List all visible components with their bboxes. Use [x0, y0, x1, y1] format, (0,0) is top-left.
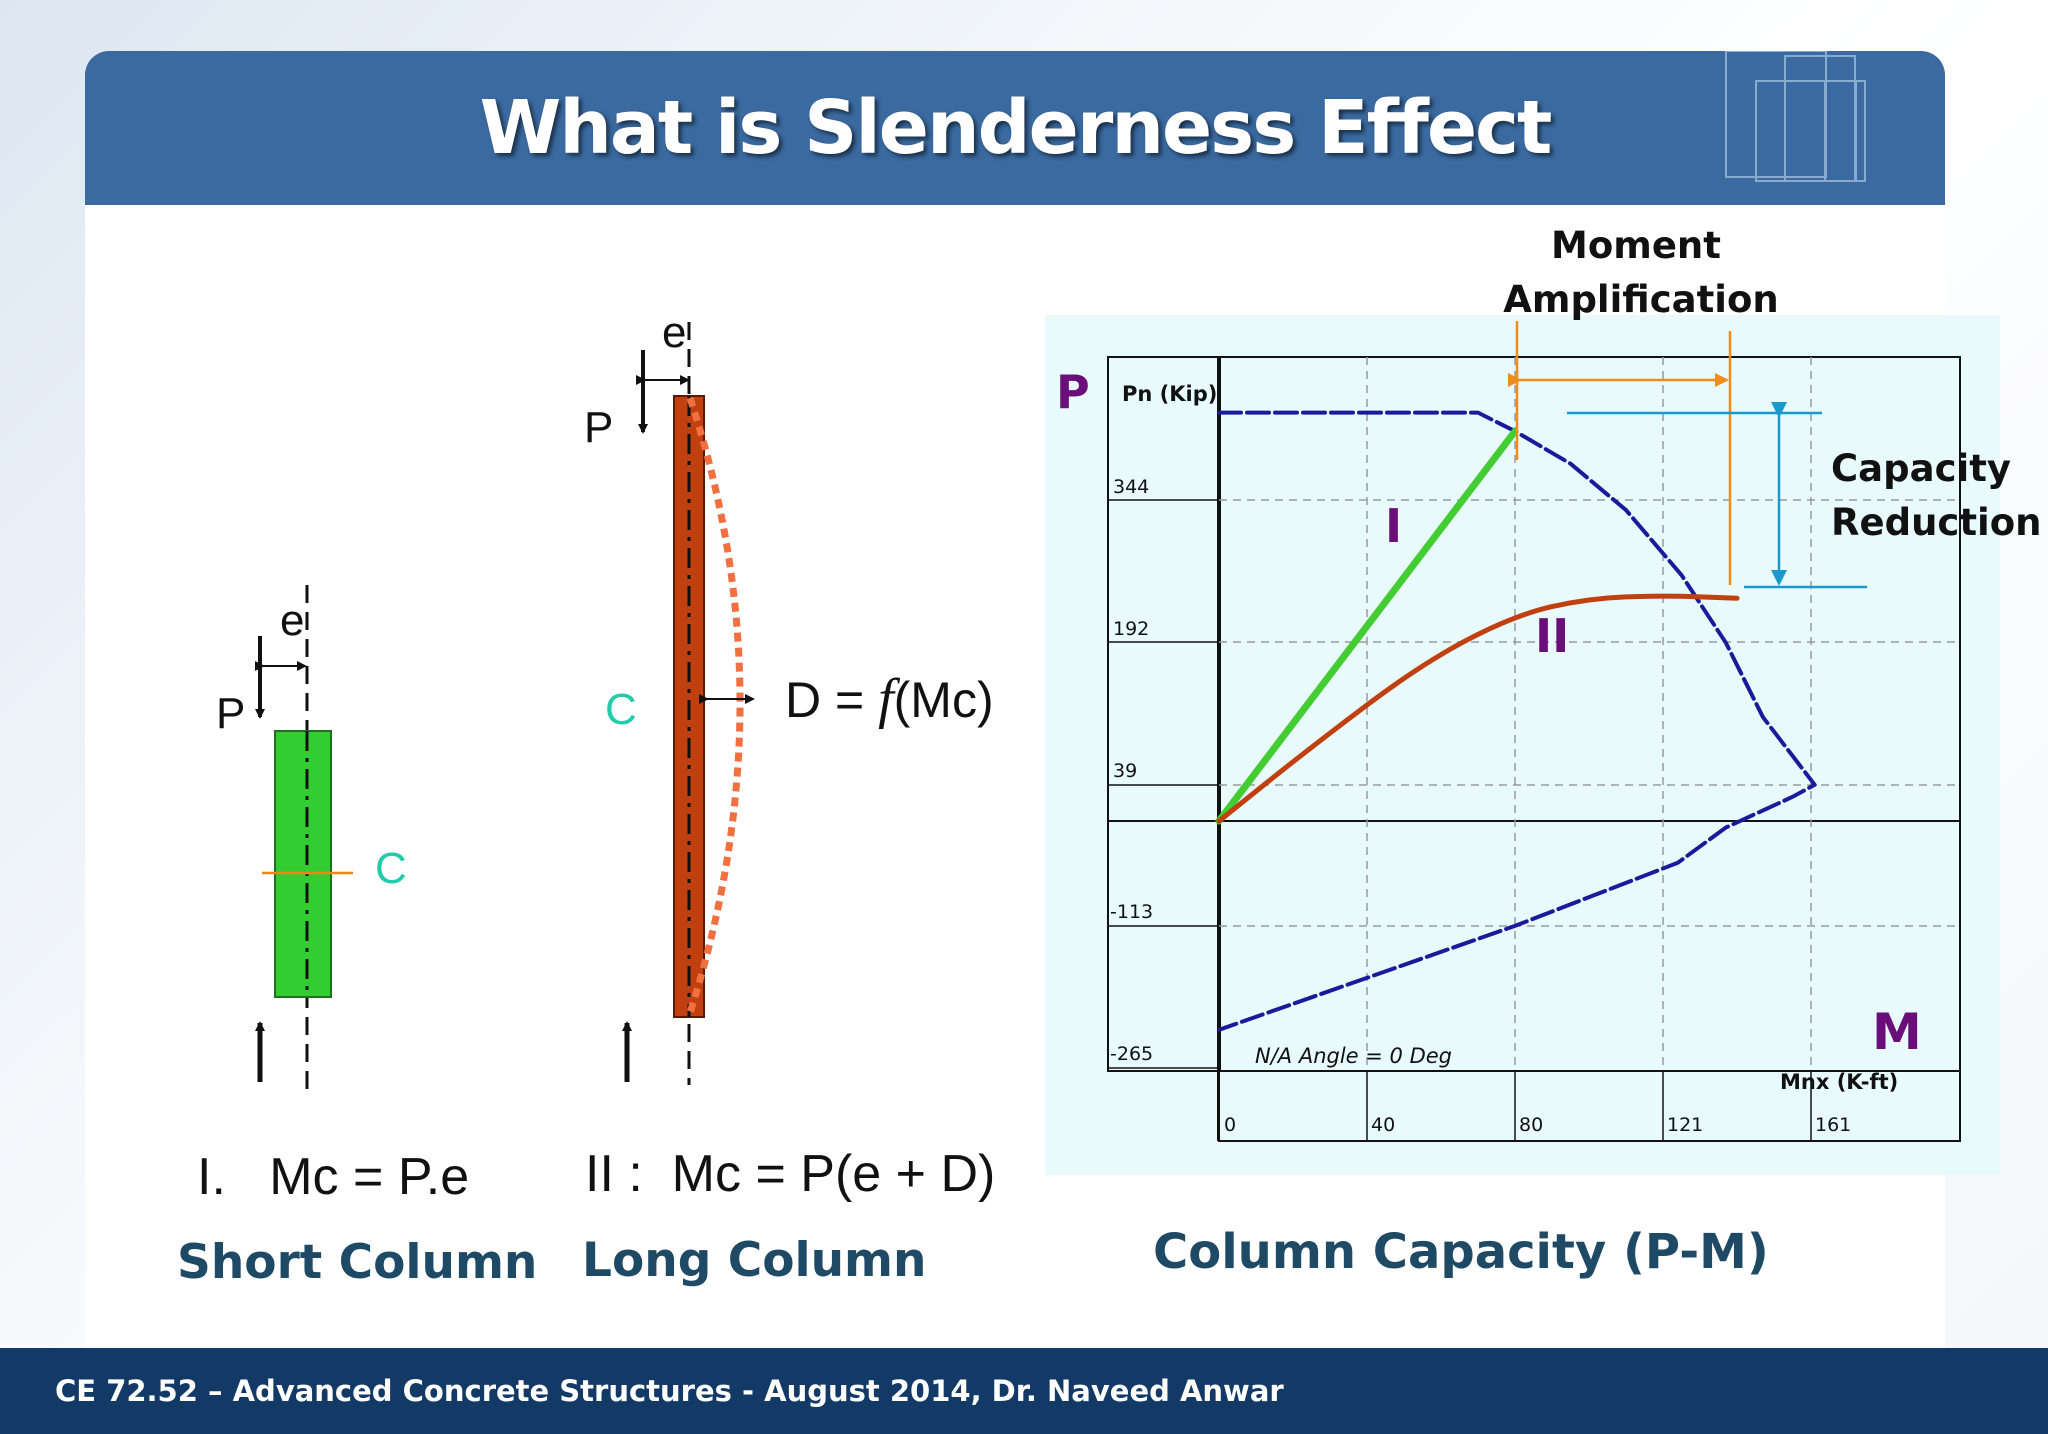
squares-logo-icon: [1725, 51, 1866, 182]
moment-amplification-line2: Amplification: [1503, 278, 1779, 321]
long-column-centroid-label: C: [605, 685, 637, 734]
interaction-diagram: 344 192 39 -113 -265 0 40 80 121 161 Pn …: [1045, 224, 2041, 1280]
title-bar: What is Slenderness Effect: [85, 51, 1945, 205]
x-tick-panel: [1218, 1070, 1961, 1142]
pn-axis-label: Pn (Kip): [1122, 382, 1217, 406]
p-axis-letter: P: [1056, 365, 1090, 419]
short-column-eccentricity-label: e: [280, 596, 304, 645]
m-axis-letter: M: [1872, 1003, 1922, 1061]
path-I-label: I: [1385, 499, 1402, 553]
y-tick-lines: [1108, 499, 1219, 1069]
x-tick-label-0: 0: [1224, 1114, 1236, 1136]
load-path-I-line: [1215, 427, 1519, 825]
capacity-reduction-line1: Capacity: [1831, 447, 2011, 490]
long-column-eccentricity-label: e: [662, 308, 686, 357]
short-column-equation: I. Mc = P.e: [197, 1148, 469, 1206]
y-tick-label-0: 344: [1113, 476, 1149, 498]
chart-gridlines: [1219, 357, 1960, 1071]
y-tick-label-2: 39: [1113, 760, 1137, 782]
short-column-diagram: P e C I. Mc = P.e Short Column: [177, 585, 537, 1290]
deflection-equation: D = f(Mc): [785, 668, 994, 730]
chart-series: [1215, 410, 1817, 1032]
x-tick-label-4: 161: [1815, 1114, 1851, 1136]
slide-title: What is Slenderness Effect: [479, 85, 1553, 171]
y-tick-label-1: 192: [1113, 618, 1149, 640]
x-tick-label-2: 80: [1519, 1114, 1543, 1136]
footer-bar: CE 72.52 – Advanced Concrete Structures …: [0, 1348, 2048, 1434]
capacity-envelope-line: [1217, 410, 1817, 1032]
y-tick-label-3: -113: [1110, 901, 1153, 923]
footer-text: CE 72.52 – Advanced Concrete Structures …: [55, 1374, 1284, 1408]
long-column-equation: II : Mc = P(e + D): [585, 1145, 995, 1203]
x-tick-label-3: 121: [1667, 1114, 1703, 1136]
x-tick-label-1: 40: [1371, 1114, 1395, 1136]
short-column-centroid-label: C: [375, 844, 407, 893]
path-II-label: II: [1535, 609, 1569, 663]
na-angle-label: N/A Angle = 0 Deg: [1255, 1044, 1452, 1068]
interaction-caption: Column Capacity (P-M): [1153, 1224, 1769, 1280]
y-tick-label-4: -265: [1110, 1043, 1153, 1065]
x-tick-lines: [1366, 1071, 1812, 1141]
short-column-load-label: P: [216, 689, 245, 738]
long-column-diagram: P e C D = f(Mc) II : Mc = P(e + D) Long …: [582, 308, 995, 1288]
capacity-reduction-line2: Reduction: [1831, 501, 2041, 544]
short-column-body: [274, 730, 332, 998]
long-column-caption: Long Column: [582, 1233, 927, 1288]
long-column-load-label: P: [584, 403, 613, 452]
moment-amplification-line1: Moment: [1551, 224, 1721, 267]
chart-frame: [1107, 356, 1961, 1072]
short-column-caption: Short Column: [177, 1235, 537, 1290]
load-path-II-line: [1216, 593, 1740, 824]
mnx-axis-label: Mnx (K-ft): [1780, 1070, 1898, 1094]
